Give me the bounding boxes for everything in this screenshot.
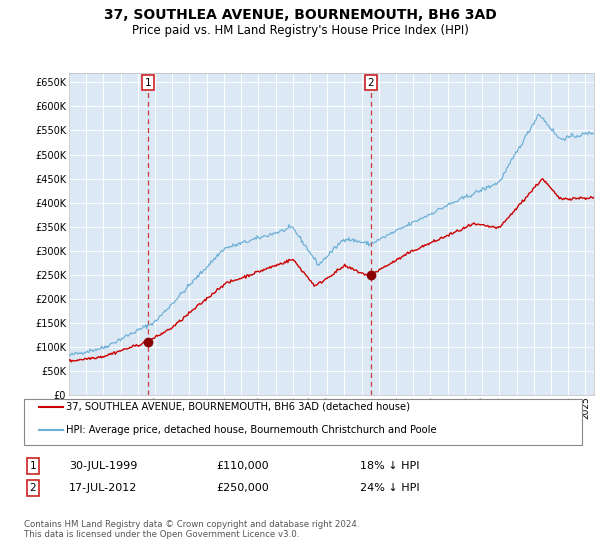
Text: 18% ↓ HPI: 18% ↓ HPI bbox=[360, 461, 419, 471]
Text: 1: 1 bbox=[145, 78, 151, 87]
Text: 24% ↓ HPI: 24% ↓ HPI bbox=[360, 483, 419, 493]
Text: 17-JUL-2012: 17-JUL-2012 bbox=[69, 483, 137, 493]
Text: 30-JUL-1999: 30-JUL-1999 bbox=[69, 461, 137, 471]
Text: 37, SOUTHLEA AVENUE, BOURNEMOUTH, BH6 3AD: 37, SOUTHLEA AVENUE, BOURNEMOUTH, BH6 3A… bbox=[104, 8, 496, 22]
Text: 37, SOUTHLEA AVENUE, BOURNEMOUTH, BH6 3AD (detached house): 37, SOUTHLEA AVENUE, BOURNEMOUTH, BH6 3A… bbox=[66, 402, 410, 411]
Text: Price paid vs. HM Land Registry's House Price Index (HPI): Price paid vs. HM Land Registry's House … bbox=[131, 24, 469, 36]
Text: £110,000: £110,000 bbox=[216, 461, 269, 471]
Text: 2: 2 bbox=[29, 483, 37, 493]
Text: £250,000: £250,000 bbox=[216, 483, 269, 493]
Text: 2: 2 bbox=[368, 78, 374, 87]
Text: 1: 1 bbox=[29, 461, 37, 471]
Text: Contains HM Land Registry data © Crown copyright and database right 2024.
This d: Contains HM Land Registry data © Crown c… bbox=[24, 520, 359, 539]
Text: HPI: Average price, detached house, Bournemouth Christchurch and Poole: HPI: Average price, detached house, Bour… bbox=[66, 425, 437, 435]
